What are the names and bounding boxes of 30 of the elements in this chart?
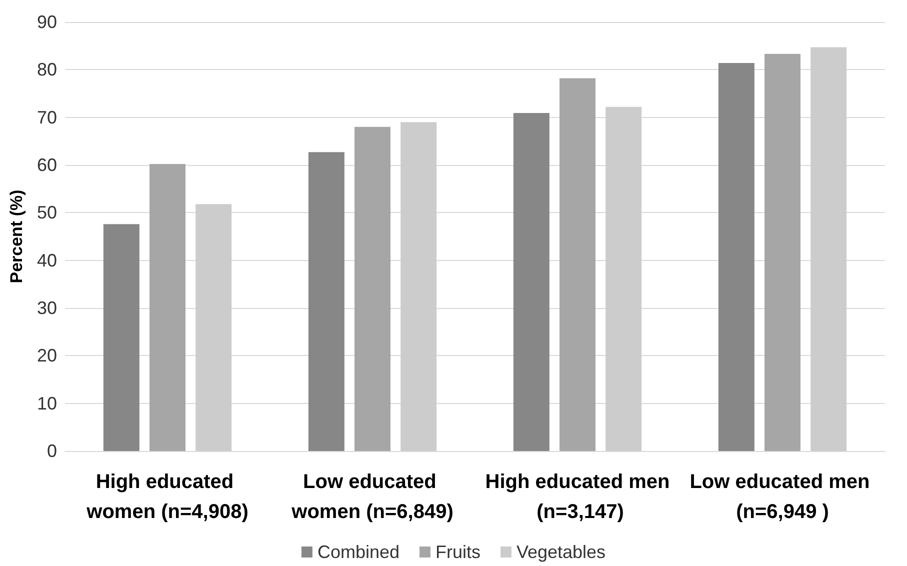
y-tick-label: 50 — [36, 202, 57, 223]
bar — [560, 78, 596, 451]
y-tick-label: 10 — [36, 393, 57, 414]
y-tick-label: 60 — [36, 155, 57, 175]
bar — [308, 152, 344, 451]
bar — [103, 224, 140, 451]
bar — [196, 204, 232, 451]
bar — [718, 62, 754, 451]
x-tick-label: Low educated men (n=6,949 ) — [690, 471, 876, 523]
x-tick-label: High educated men (n=3,147) — [485, 471, 670, 523]
y-tick-label: 20 — [36, 346, 57, 366]
y-tick-label: 40 — [36, 250, 57, 270]
bar — [764, 54, 800, 451]
bar — [513, 113, 550, 451]
x-tick-label: High educated women (n=4,908) — [86, 471, 248, 523]
legend-label: Combined — [317, 542, 400, 562]
y-tick-label: 30 — [36, 298, 57, 318]
x-tick-label: Low educated women (n=6,849) — [290, 471, 454, 523]
bar — [150, 164, 186, 451]
legend-label: Fruits — [435, 542, 480, 562]
y-tick-label: 0 — [46, 441, 57, 461]
bar — [606, 106, 642, 451]
bar — [810, 47, 847, 451]
legend-label: Vegetables — [516, 542, 606, 562]
bar — [354, 126, 390, 451]
y-tick-label: 70 — [36, 107, 57, 128]
y-tick-label: 80 — [36, 60, 57, 80]
y-tick-label: 90 — [36, 12, 57, 32]
bar — [400, 122, 437, 451]
y-axis-title: Percent (%) — [7, 190, 26, 284]
